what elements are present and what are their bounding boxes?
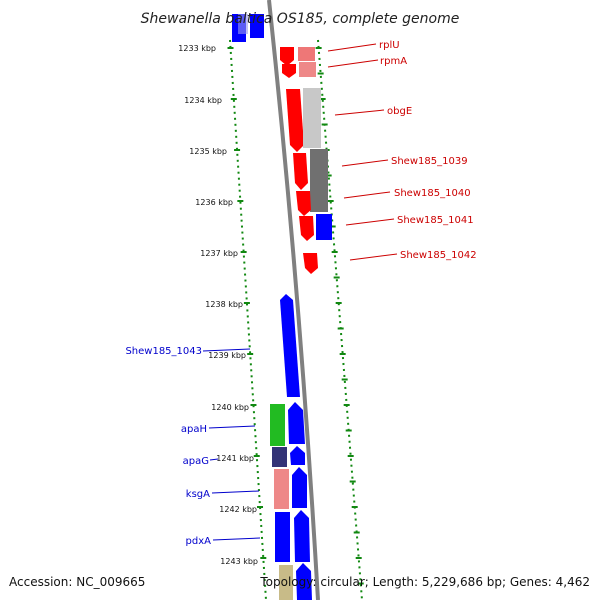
label-leader-lines xyxy=(202,43,398,541)
gene-label-obge[interactable]: obgE xyxy=(387,106,412,117)
gene-label-shew185-1041[interactable]: Shew185_1041 xyxy=(397,215,474,226)
tick-label-1240: 1240 kbp xyxy=(211,403,249,412)
gene-rpma[interactable] xyxy=(282,64,296,78)
gene-pdxa-blue[interactable] xyxy=(275,512,290,562)
gene-ksga-pink[interactable] xyxy=(274,469,289,509)
gene-rplu[interactable] xyxy=(280,47,294,66)
gene-shew185-1040[interactable] xyxy=(296,191,311,216)
tick-label-1243: 1243 kbp xyxy=(220,557,258,566)
gene-rpma-light xyxy=(299,62,316,77)
tick-label-1233: 1233 kbp xyxy=(178,44,216,53)
gene-shew185-1042[interactable] xyxy=(303,253,318,274)
tick-label-1242: 1242 kbp xyxy=(219,505,257,514)
gene-label-shew185-1043[interactable]: Shew185_1043 xyxy=(125,346,202,357)
tick-label-1237: 1237 kbp xyxy=(200,249,238,258)
gene-rplu-light xyxy=(298,47,315,61)
gene-top-blue-2[interactable] xyxy=(250,14,264,38)
tick-marks-left xyxy=(227,47,267,559)
gene-label-apah[interactable]: apaH xyxy=(181,424,207,435)
gene-label-ksga[interactable]: ksgA xyxy=(186,489,210,500)
gene-label-apag[interactable]: apaG xyxy=(183,456,209,467)
gene-obge-light xyxy=(303,88,321,148)
gene-shew185-1039[interactable] xyxy=(293,153,308,190)
accession-text: Accession: NC_009665 xyxy=(9,575,145,589)
gene-label-shew185-1042[interactable]: Shew185_1042 xyxy=(400,250,477,261)
tick-label-1241: 1241 kbp xyxy=(216,454,254,463)
gene-label-shew185-1039[interactable]: Shew185_1039 xyxy=(391,156,468,167)
gene-label-pdxa[interactable]: pdxA xyxy=(186,536,212,547)
tick-label-1234: 1234 kbp xyxy=(184,96,222,105)
topology-text: Topology: circular; Length: 5,229,686 bp… xyxy=(259,575,590,589)
gene-pdxa[interactable] xyxy=(294,510,310,562)
gene-label-rplu[interactable]: rplU xyxy=(379,40,400,51)
gene-shew185-1043[interactable] xyxy=(280,294,300,397)
tick-label-1238: 1238 kbp xyxy=(205,300,243,309)
gene-obge[interactable] xyxy=(286,89,304,152)
gene-apah[interactable] xyxy=(288,402,305,444)
gene-apah-green[interactable] xyxy=(270,404,285,446)
genome-backbone xyxy=(267,0,320,600)
tick-label-1235: 1235 kbp xyxy=(189,147,227,156)
gene-bottom-blue[interactable] xyxy=(296,563,312,600)
gene-shew185-1039-shade xyxy=(310,149,328,212)
gene-shew185-1041[interactable] xyxy=(299,216,314,241)
gene-apag-navy[interactable] xyxy=(272,447,287,467)
ruler-dotted-left xyxy=(229,39,267,600)
gene-apag[interactable] xyxy=(290,446,305,465)
tick-label-1239: 1239 kbp xyxy=(208,351,246,360)
gene-top-light xyxy=(238,14,248,34)
gene-label-rpma[interactable]: rpmA xyxy=(380,56,407,67)
gene-shew185-1041-blue xyxy=(316,214,332,240)
gene-ksga[interactable] xyxy=(292,467,307,508)
gene-bottom-tan xyxy=(279,565,293,600)
tick-label-1236: 1236 kbp xyxy=(195,198,233,207)
map-title: Shewanella baltica OS185, complete genom… xyxy=(141,11,460,27)
gene-label-shew185-1040[interactable]: Shew185_1040 xyxy=(394,188,471,199)
